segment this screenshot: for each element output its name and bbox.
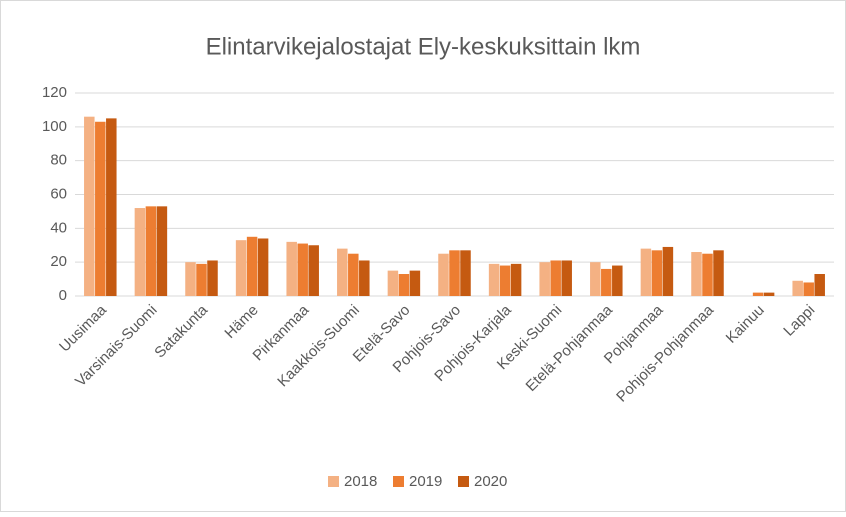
bar bbox=[510, 263, 522, 296]
bar bbox=[308, 245, 319, 296]
bar bbox=[95, 121, 106, 296]
bar bbox=[449, 250, 460, 296]
y-tick-label: 0 bbox=[59, 287, 67, 304]
bar bbox=[196, 263, 207, 296]
legend-swatch bbox=[393, 476, 404, 487]
legend-label: 2020 bbox=[474, 473, 507, 490]
legend-swatch bbox=[328, 476, 339, 487]
bar bbox=[539, 262, 550, 296]
bar bbox=[348, 253, 359, 296]
bar bbox=[752, 292, 764, 296]
bar bbox=[257, 238, 269, 296]
bar bbox=[145, 206, 157, 296]
bar bbox=[246, 236, 258, 296]
legend-label: 2018 bbox=[344, 473, 377, 490]
bar bbox=[235, 240, 247, 296]
bar bbox=[359, 260, 370, 296]
bar bbox=[590, 262, 601, 296]
bar bbox=[640, 248, 652, 296]
y-tick-label: 100 bbox=[42, 118, 67, 135]
bar bbox=[387, 270, 399, 296]
bar bbox=[601, 268, 612, 296]
bar bbox=[612, 265, 623, 296]
bar bbox=[691, 252, 702, 296]
y-tick-label: 120 bbox=[42, 84, 67, 101]
bar bbox=[438, 253, 449, 296]
bar bbox=[651, 250, 663, 296]
bar bbox=[84, 116, 95, 296]
bar bbox=[662, 246, 674, 296]
y-tick-label: 80 bbox=[50, 152, 67, 169]
y-tick-label: 20 bbox=[50, 253, 67, 270]
bar bbox=[814, 274, 825, 296]
bar bbox=[460, 250, 471, 296]
bar bbox=[297, 243, 308, 296]
bar bbox=[803, 282, 814, 296]
legend-label: 2019 bbox=[409, 473, 442, 490]
bar bbox=[337, 248, 348, 296]
bar bbox=[550, 260, 561, 296]
bar bbox=[156, 206, 168, 296]
bar bbox=[499, 265, 511, 296]
bar bbox=[134, 208, 146, 296]
y-tick-label: 40 bbox=[50, 219, 67, 236]
bar bbox=[488, 263, 500, 296]
legend-swatch bbox=[458, 476, 469, 487]
bar bbox=[792, 280, 803, 296]
bar bbox=[561, 260, 572, 296]
y-tick-label: 60 bbox=[50, 185, 67, 202]
bar bbox=[713, 250, 724, 296]
bar bbox=[185, 262, 196, 296]
bar bbox=[207, 260, 218, 296]
bar bbox=[763, 292, 775, 296]
bar bbox=[409, 270, 421, 296]
bar bbox=[106, 118, 117, 296]
chart-title: Elintarvikejalostajat Ely-keskuksittain … bbox=[206, 33, 641, 60]
bar bbox=[286, 241, 297, 296]
bar bbox=[398, 274, 410, 296]
bar bbox=[702, 253, 713, 296]
